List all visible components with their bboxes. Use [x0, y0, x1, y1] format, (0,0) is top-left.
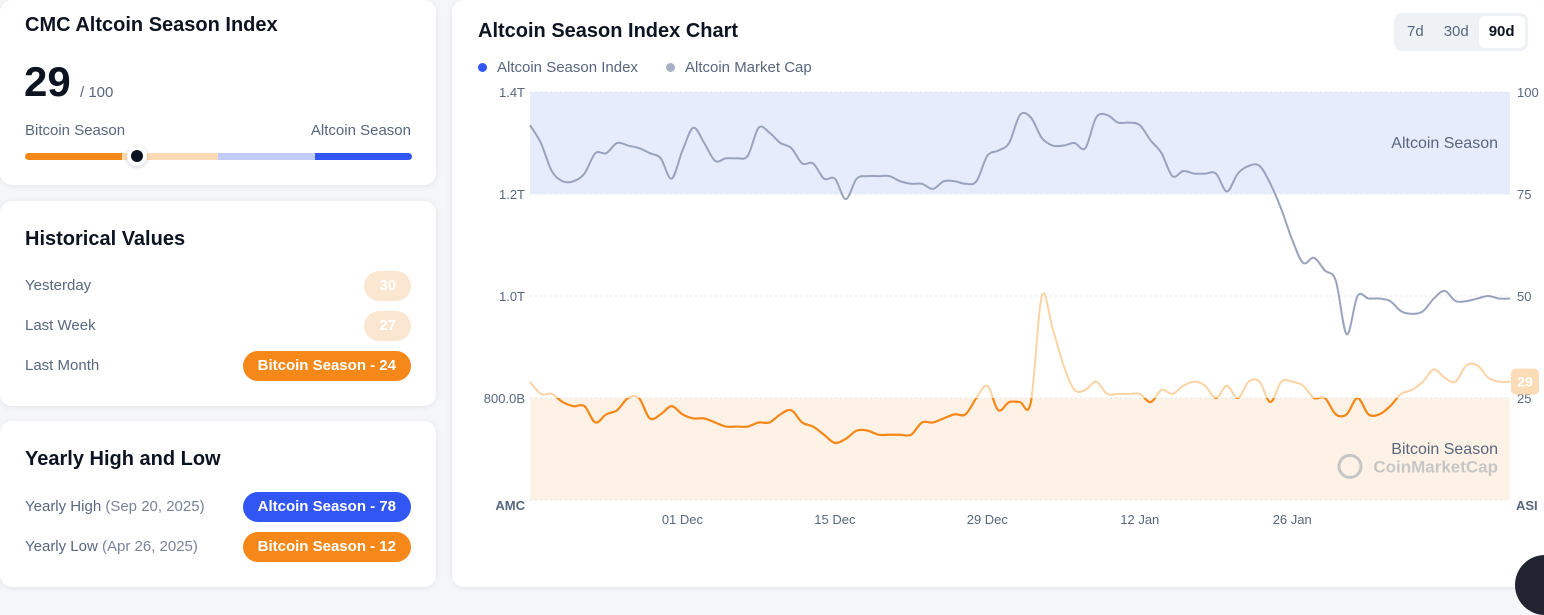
right-axis-tick: 50	[1517, 289, 1531, 304]
band-altcoin-season	[530, 92, 1510, 194]
x-axis-tick: 01 Dec	[662, 512, 704, 527]
left-axis-tick: 1.2T	[499, 187, 525, 202]
band-label-bitcoin-season: Bitcoin Season	[1391, 441, 1498, 458]
left-axis-label: AMC	[495, 498, 525, 513]
left-axis-tick: 800.0B	[484, 391, 525, 406]
left-axis-tick: 1.0T	[499, 289, 525, 304]
left-axis-tick: 1.4T	[499, 85, 525, 100]
right-axis-tick: 100	[1517, 85, 1539, 100]
band-label-altcoin-season: Altcoin Season	[1391, 135, 1498, 152]
right-axis-label: ASI	[1516, 498, 1538, 513]
x-axis-tick: 12 Jan	[1120, 512, 1159, 527]
right-axis-tick: 75	[1517, 187, 1531, 202]
x-axis-tick: 15 Dec	[814, 512, 856, 527]
altcoin-season-chart[interactable]: Altcoin Season Bitcoin SeasonCoinMarketCa…	[0, 0, 1544, 594]
current-value-label: 29	[1517, 374, 1533, 390]
x-axis-tick: 26 Jan	[1273, 512, 1312, 527]
band-bitcoin-season	[530, 398, 1510, 500]
x-axis-tick: 29 Dec	[967, 512, 1009, 527]
watermark: CoinMarketCap	[1373, 457, 1498, 476]
